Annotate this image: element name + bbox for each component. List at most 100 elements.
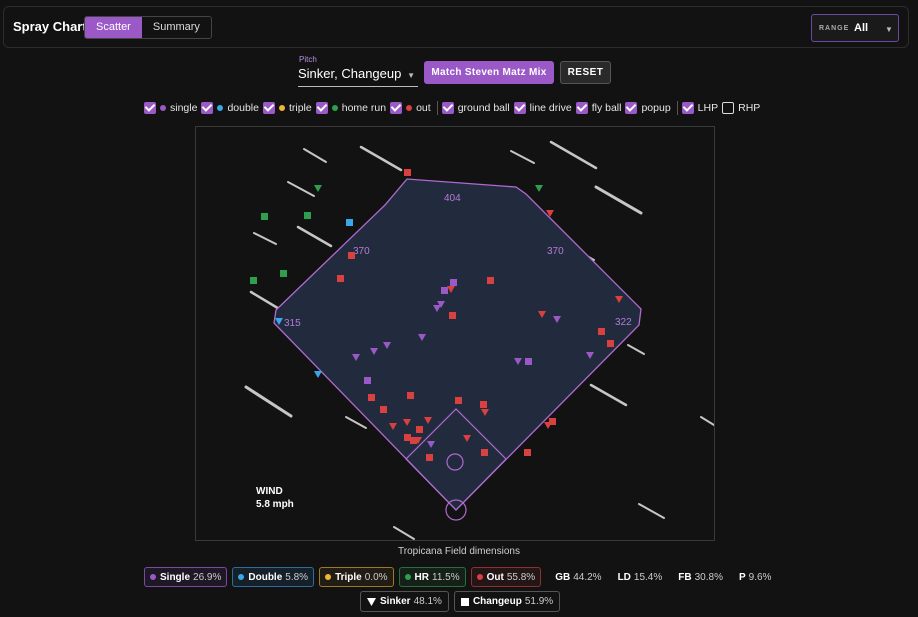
checkbox[interactable] (262, 102, 275, 114)
out-changeup-mark (407, 392, 414, 399)
filter-single[interactable]: single (144, 102, 197, 114)
triangle-down-icon (367, 597, 376, 606)
stat-hr: HR 11.5% (398, 567, 466, 587)
stat-double: Double 5.8% (232, 567, 315, 587)
filter-popup[interactable]: popup (625, 102, 671, 114)
dist-left-center: 370 (353, 246, 370, 257)
filter-triple[interactable]: triple (262, 102, 312, 114)
batted-balls (250, 169, 623, 461)
filter-label: triple (288, 102, 312, 114)
range-select[interactable]: RANGE All ▼ (811, 14, 899, 42)
checkbox[interactable] (144, 102, 156, 114)
match-mix-button[interactable]: Match Steven Matz Mix (424, 61, 554, 84)
checkbox[interactable] (390, 102, 403, 114)
stat-value: 44.2% (573, 571, 602, 583)
stat-label: FB (678, 571, 692, 583)
out-sinker-mark (403, 419, 411, 426)
out-changeup-mark (348, 252, 355, 259)
out-changeup-mark (380, 406, 387, 413)
single-sinker-mark (352, 354, 360, 361)
stat-label: Triple (335, 571, 362, 583)
stat-p: P 9.6% (739, 572, 771, 583)
filter-label: home run (341, 102, 387, 114)
stat-label: Out (486, 571, 504, 583)
chevron-down-icon: ▼ (885, 25, 893, 34)
divider (436, 101, 438, 115)
stat-fb: FB 30.8% (678, 572, 723, 583)
stat-label: HR (414, 571, 429, 583)
double-changeup-mark (346, 219, 353, 226)
out-sinker-mark (546, 210, 554, 217)
single-sinker-mark (553, 316, 561, 323)
dist-center: 404 (444, 193, 461, 204)
tab-summary[interactable]: Summary (152, 21, 200, 33)
stat-sinker: Sinker 48.1% (360, 591, 449, 612)
checkbox[interactable] (513, 102, 526, 114)
filter-label: double (227, 102, 259, 114)
out-changeup-mark (404, 169, 411, 176)
tab-scatter[interactable]: Scatter (85, 17, 142, 38)
filter-fly-ball[interactable]: fly ball (575, 102, 621, 114)
out-dot-icon (406, 105, 413, 111)
filter-label: single (170, 102, 198, 114)
stat-label: Changeup (472, 596, 522, 607)
checkbox[interactable] (201, 102, 214, 114)
double-sinker-mark (314, 371, 322, 378)
outcome-stats: Single 26.9% Double 5.8% Triple 0.0% HR … (144, 567, 778, 587)
out-dot-icon (476, 574, 483, 580)
view-toggle: Scatter Summary (84, 16, 212, 39)
hr-changeup-mark (280, 270, 287, 277)
out-sinker-mark (463, 435, 471, 442)
stat-label: LD (617, 571, 631, 583)
hr-dot-icon (404, 574, 411, 580)
pitchers-mound (446, 453, 464, 471)
filter-home-run[interactable]: home run (315, 102, 387, 114)
divider (676, 101, 678, 115)
checkbox[interactable] (722, 102, 735, 114)
out-changeup-mark (449, 312, 456, 319)
filter-lhp[interactable]: LHP (681, 102, 718, 114)
filter-rhp[interactable]: RHP (722, 102, 760, 114)
dist-right: 322 (615, 317, 632, 328)
hr-changeup-mark (261, 213, 268, 220)
dist-left: 315 (284, 318, 301, 329)
hr-changeup-mark (304, 212, 311, 219)
pitch-select[interactable]: Sinker, Changeup ▼ (298, 66, 418, 87)
field-outline (273, 178, 642, 511)
checkbox[interactable] (315, 102, 328, 114)
header-bar: Spray Chart Scatter Summary RANGE All ▼ (3, 6, 909, 48)
out-sinker-mark (424, 417, 432, 424)
hr-sinker-mark (314, 185, 322, 192)
range-value: All (854, 22, 869, 34)
stat-value: 51.9% (524, 596, 554, 607)
stat-out: Out 55.8% (470, 567, 542, 587)
stat-value: 26.9% (193, 571, 222, 583)
checkbox[interactable] (441, 102, 454, 114)
filter-line-drive[interactable]: line drive (513, 102, 572, 114)
checkbox[interactable] (625, 102, 638, 114)
triple-dot-icon (278, 105, 285, 111)
filter-out[interactable]: out (390, 102, 431, 114)
filter-double[interactable]: double (201, 102, 259, 114)
filter-label: out (416, 102, 431, 114)
range-label: RANGE (819, 25, 850, 32)
stat-value: 48.1% (413, 596, 442, 607)
single-changeup-mark (525, 358, 532, 365)
home-run-dot-icon (331, 105, 338, 111)
out-sinker-mark (447, 286, 455, 293)
single-sinker-mark (514, 358, 522, 365)
double-dot-icon (217, 105, 224, 111)
out-changeup-mark (607, 340, 614, 347)
pitch-label: Pitch (299, 55, 317, 64)
filter-ground-ball[interactable]: ground ball (441, 102, 510, 114)
field-caption: Tropicana Field dimensions (398, 546, 520, 557)
stat-ld: LD 15.4% (618, 572, 663, 583)
stat-label: GB (555, 571, 571, 583)
checkbox[interactable] (575, 102, 588, 114)
reset-button[interactable]: RESET (560, 61, 611, 84)
out-changeup-mark (481, 449, 488, 456)
stat-changeup: Changeup 51.9% (453, 591, 561, 612)
single-changeup-mark (441, 287, 448, 294)
stat-label: Double (248, 571, 283, 583)
checkbox[interactable] (681, 102, 694, 114)
